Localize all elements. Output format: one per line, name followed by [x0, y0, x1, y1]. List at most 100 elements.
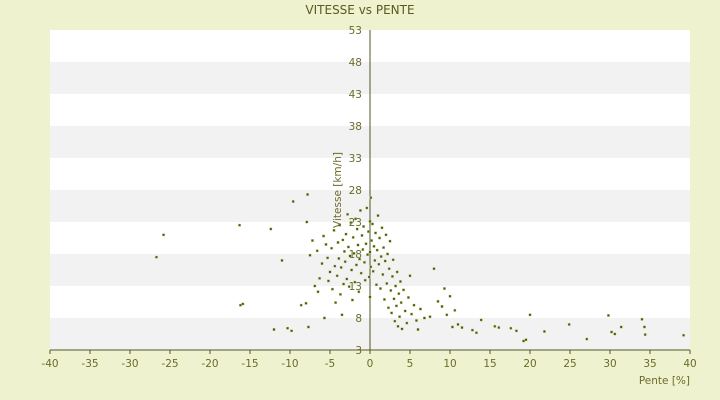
- data-point: [366, 253, 369, 257]
- x-tick-label: 40: [683, 358, 696, 370]
- y-tick-label: 33: [349, 153, 362, 165]
- data-point: [390, 311, 393, 315]
- data-point: [509, 326, 513, 330]
- x-tick-label: -25: [161, 358, 178, 370]
- data-point: [241, 302, 245, 306]
- x-tick-label: 0: [367, 358, 374, 370]
- x-tick-label: -30: [121, 358, 138, 370]
- y-axis-label: Vitesse [km/h]: [332, 152, 344, 228]
- data-point: [379, 255, 383, 258]
- data-point: [352, 251, 356, 255]
- data-point: [280, 259, 284, 262]
- data-point: [335, 274, 339, 278]
- data-point: [383, 298, 386, 301]
- data-point: [322, 234, 325, 238]
- data-point: [395, 270, 399, 274]
- data-point: [354, 217, 357, 221]
- data-point: [364, 242, 368, 246]
- data-point: [585, 337, 589, 341]
- x-tick-label: 5: [407, 358, 414, 370]
- data-point: [358, 257, 361, 261]
- y-tick-label: 23: [349, 217, 362, 229]
- data-point: [361, 248, 365, 251]
- y-tick-label: 8: [355, 313, 362, 325]
- data-point: [460, 326, 464, 329]
- data-point: [395, 304, 398, 308]
- data-point: [330, 246, 333, 250]
- data-point: [524, 338, 528, 342]
- data-point: [397, 292, 401, 296]
- data-point: [515, 329, 518, 333]
- data-point: [643, 333, 647, 337]
- data-point: [332, 228, 336, 232]
- x-axis-label: Pente [%]: [639, 375, 690, 387]
- data-point: [313, 284, 317, 288]
- x-tick-label: -15: [241, 358, 258, 370]
- data-point: [416, 328, 420, 331]
- data-point: [346, 212, 349, 216]
- data-point: [351, 298, 354, 302]
- data-point: [339, 292, 342, 296]
- data-point: [408, 274, 412, 278]
- data-point: [373, 259, 377, 262]
- data-point: [334, 301, 337, 305]
- x-tick-label: -10: [281, 358, 298, 370]
- data-point: [400, 327, 404, 331]
- x-tick-label: -40: [41, 358, 58, 370]
- data-point: [328, 270, 332, 274]
- data-point: [399, 301, 403, 305]
- data-point: [376, 214, 380, 217]
- data-point: [351, 235, 355, 239]
- data-point: [436, 299, 440, 303]
- data-point: [497, 326, 501, 329]
- data-point: [368, 250, 372, 254]
- data-point: [369, 196, 373, 200]
- data-point: [392, 297, 396, 301]
- x-tick-label: -5: [325, 358, 335, 370]
- data-point: [269, 227, 273, 231]
- x-tick-label: 10: [443, 358, 456, 370]
- data-point: [272, 328, 276, 331]
- data-point: [378, 236, 381, 240]
- y-tick-label: 28: [349, 185, 362, 197]
- data-point: [327, 279, 330, 283]
- x-tick-label: -20: [201, 358, 218, 370]
- data-point: [357, 290, 361, 294]
- data-point: [405, 321, 409, 325]
- data-point: [453, 308, 457, 312]
- data-point: [384, 233, 388, 237]
- data-point: [389, 289, 393, 292]
- data-point: [440, 305, 444, 308]
- data-point: [643, 325, 646, 329]
- data-point: [338, 223, 341, 227]
- data-point: [528, 313, 532, 317]
- data-point: [337, 257, 341, 260]
- data-point: [307, 325, 310, 329]
- data-point: [340, 313, 344, 317]
- data-point: [363, 278, 367, 282]
- data-point: [343, 250, 346, 253]
- data-point: [448, 294, 452, 298]
- data-point: [355, 263, 358, 267]
- data-point: [610, 330, 614, 334]
- data-point: [238, 303, 242, 307]
- data-point: [315, 249, 319, 253]
- data-point: [238, 223, 241, 227]
- data-point: [363, 260, 366, 264]
- data-point: [359, 271, 363, 275]
- data-point: [388, 239, 392, 243]
- data-point: [382, 246, 385, 249]
- data-point: [522, 339, 526, 343]
- data-point: [349, 221, 353, 225]
- data-point: [377, 262, 381, 266]
- data-point: [640, 317, 644, 321]
- data-point: [162, 233, 165, 237]
- data-point: [374, 231, 377, 235]
- data-point: [339, 266, 343, 269]
- data-point: [567, 323, 571, 326]
- chart-title: VITESSE vs PENTE: [305, 3, 414, 17]
- y-tick-label: 53: [349, 25, 362, 37]
- data-point: [355, 227, 359, 231]
- data-point: [368, 295, 372, 299]
- data-point: [410, 312, 413, 316]
